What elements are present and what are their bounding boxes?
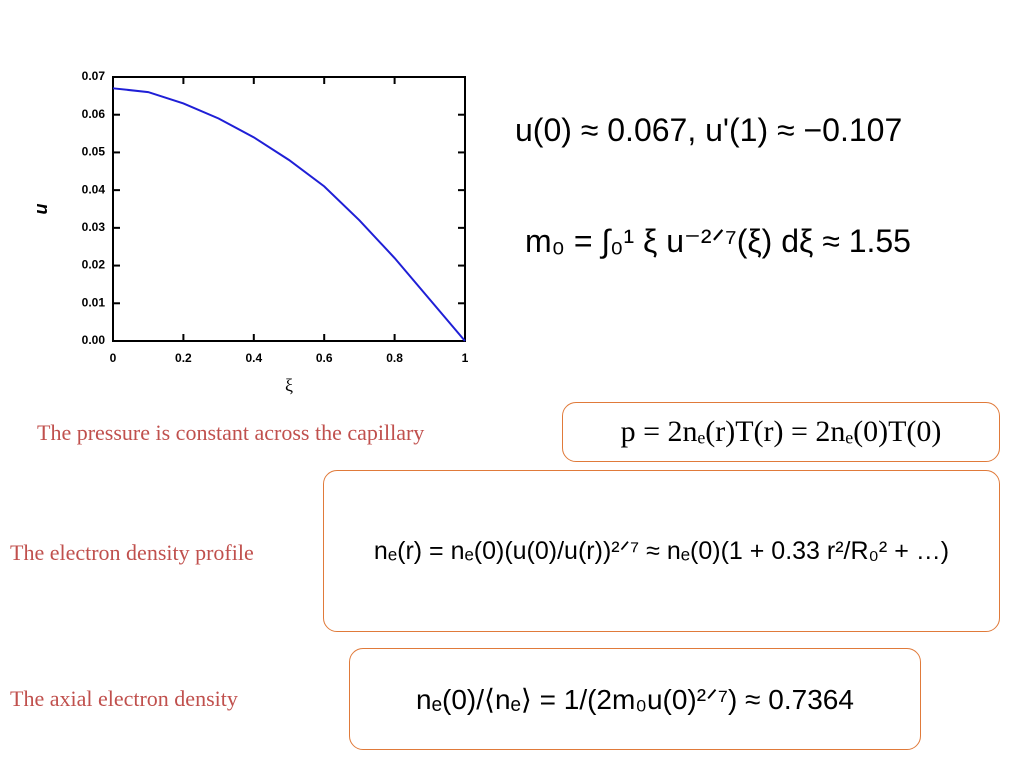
x-tick-label: 0.6 [316, 351, 333, 365]
axial-equation: nₑ(0)/⟨nₑ⟩ = 1/(2m₀u(0)²ᐟ⁷) ≈ 0.7364 [416, 683, 854, 715]
density-label: The electron density profile [10, 540, 254, 565]
pressure-box: p = 2nₑ(r)T(r) = 2nₑ(0)T(0) [562, 402, 1000, 462]
x-tick-label: 0.2 [175, 351, 192, 365]
y-tick-label: 0.05 [82, 145, 106, 159]
y-tick-label: 0.06 [82, 107, 106, 121]
y-tick-label: 0.04 [82, 182, 106, 196]
x-tick-label: 0.4 [245, 351, 262, 365]
pressure-label: The pressure is constant across the capi… [37, 420, 425, 445]
density-box: nₑ(r) = nₑ(0)(u(0)/u(r))²ᐟ⁷ ≈ nₑ(0)(1 + … [323, 470, 1000, 632]
y-tick-label: 0.07 [82, 69, 106, 83]
x-tick-label: 1 [462, 351, 469, 365]
density-equation: nₑ(r) = nₑ(0)(u(0)/u(r))²ᐟ⁷ ≈ nₑ(0)(1 + … [373, 537, 950, 565]
y-tick-label: 0.03 [82, 220, 106, 234]
axial-box: nₑ(0)/⟨nₑ⟩ = 1/(2m₀u(0)²ᐟ⁷) ≈ 0.7364 [349, 648, 921, 750]
x-tick-label: 0.8 [386, 351, 403, 365]
curve [112, 87, 466, 342]
y-tick-label: 0.00 [82, 333, 106, 347]
axial-label: The axial electron density [10, 686, 238, 711]
chart: 0.00 0.01 0.02 0.03 0.04 0.05 0.06 0.07 0 0.2 0.4 0… [31, 69, 469, 395]
plot-frame [112, 76, 466, 342]
y-axis-label: u [31, 204, 51, 215]
boundary-equation: u(0) ≈ 0.067, u'(1) ≈ −0.107 [515, 112, 903, 148]
y-tick-label: 0.02 [82, 258, 106, 272]
pressure-equation: p = 2nₑ(r)T(r) = 2nₑ(0)T(0) [620, 415, 942, 448]
x-tick-label: 0 [110, 351, 117, 365]
m0-equation: m₀ = ∫₀¹ ξ u⁻²ᐟ⁷(ξ) dξ ≈ 1.55 [525, 223, 911, 259]
y-tick-label: 0.01 [82, 295, 106, 309]
x-axis-label: ξ [285, 375, 293, 395]
